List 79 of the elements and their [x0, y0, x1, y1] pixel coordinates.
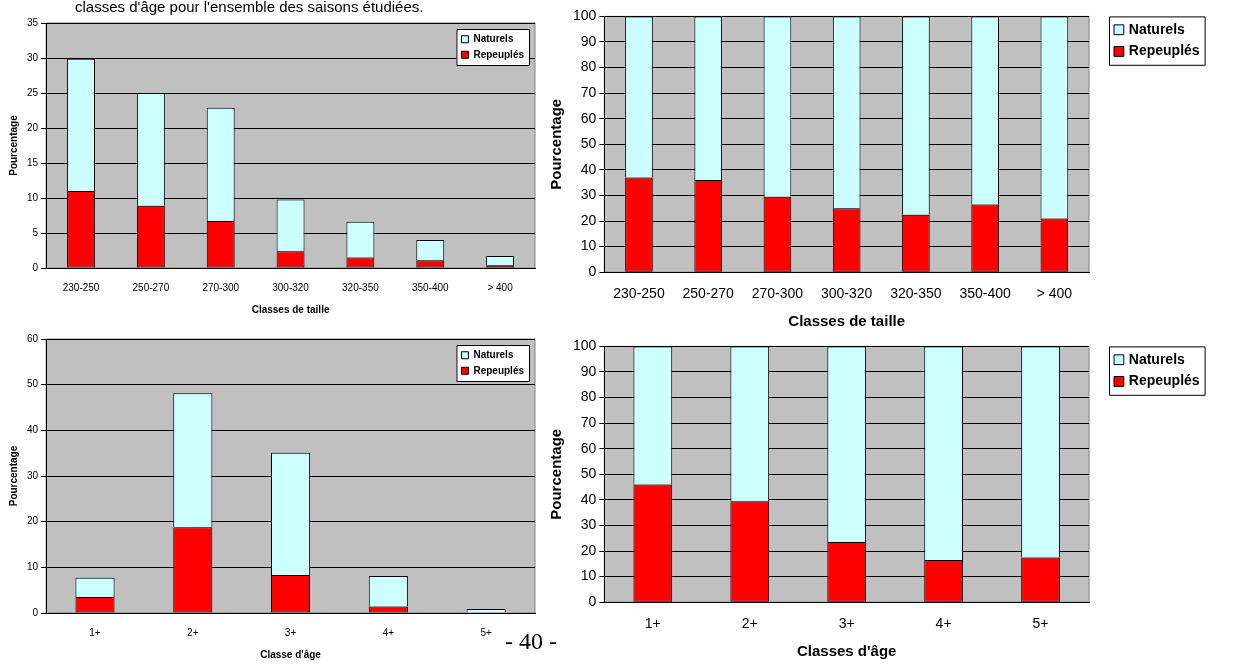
- y-tick-label: 100: [573, 337, 597, 354]
- x-tick-label: 300-320: [820, 285, 873, 302]
- y-tick-label: 50: [580, 465, 597, 482]
- y-tick-label: 0: [32, 606, 39, 618]
- y-tick-label: 20: [27, 515, 39, 527]
- y-tick-label: 5: [32, 226, 39, 238]
- y-tick-label: 30: [580, 186, 597, 203]
- y-axis-title: Pourcentage: [7, 114, 19, 176]
- y-tick-label: 0: [588, 593, 597, 610]
- x-tick-label: 3+: [838, 615, 855, 632]
- y-tick-label: 25: [27, 86, 39, 98]
- x-tick-label: 230-250: [613, 285, 665, 302]
- x-tick-label: 350-400: [959, 285, 1012, 302]
- y-tick-label: 10: [27, 191, 39, 203]
- legend-label: Naturels: [473, 349, 514, 360]
- text: - 40 -: [505, 628, 557, 655]
- y-tick-label: 20: [580, 541, 597, 558]
- y-tick-label: 90: [580, 32, 597, 49]
- x-tick-label: 320-350: [890, 285, 942, 302]
- legend-label: Repeuplés: [1128, 42, 1200, 59]
- x-tick-label: 4+: [382, 626, 395, 638]
- y-axis-title: Pourcentage: [7, 445, 19, 507]
- y-tick-label: 30: [27, 51, 39, 63]
- y-tick-label: 80: [580, 388, 597, 405]
- legend-label: Repeuplés: [473, 48, 525, 60]
- legend-label: Repeuplés: [1128, 372, 1200, 389]
- y-tick-label: 60: [27, 332, 39, 344]
- x-tick-label: 1+: [644, 615, 661, 632]
- x-tick-label: 300-320: [272, 281, 310, 293]
- y-axis-title: Pourcentage: [547, 428, 565, 520]
- x-axis-title: Classes de taille: [251, 303, 330, 315]
- y-tick-label: 90: [580, 362, 597, 379]
- x-tick-label: 230-250: [62, 281, 100, 293]
- y-tick-label: 60: [580, 109, 597, 126]
- x-tick-label: > 400: [487, 281, 514, 293]
- x-tick-label: 350-400: [411, 281, 450, 293]
- y-axis-title: Pourcentage: [547, 98, 565, 190]
- y-tick-label: 10: [580, 237, 597, 254]
- x-tick-label: > 400: [1036, 285, 1073, 302]
- y-tick-label: 60: [580, 439, 597, 456]
- x-tick-label: 270-300: [202, 281, 240, 293]
- y-tick-label: 40: [27, 424, 39, 436]
- x-tick-label: 1+: [89, 626, 101, 638]
- x-tick-label: 250-270: [682, 285, 735, 302]
- x-tick-label: 2+: [741, 615, 758, 632]
- y-tick-label: 20: [580, 211, 597, 228]
- x-tick-label: 270-300: [751, 285, 804, 302]
- y-tick-label: 40: [580, 490, 597, 507]
- y-tick-label: 20: [27, 121, 39, 133]
- y-tick-label: 50: [580, 135, 597, 152]
- legend-label: Naturels: [473, 33, 514, 44]
- y-tick-label: 30: [27, 469, 39, 481]
- y-tick-label: 70: [580, 84, 597, 100]
- x-axis-title: Classes de taille: [788, 312, 906, 330]
- y-tick-label: 10: [27, 561, 39, 573]
- legend-label: Naturels: [1128, 350, 1186, 367]
- y-tick-label: 100: [573, 7, 597, 24]
- y-tick-label: 0: [32, 261, 39, 273]
- y-tick-label: 40: [580, 160, 597, 177]
- y-tick-label: 80: [580, 58, 597, 75]
- y-tick-label: 35: [27, 16, 39, 28]
- y-tick-label: 10: [580, 567, 597, 584]
- y-tick-label: 15: [27, 156, 39, 168]
- x-tick-label: 2+: [187, 626, 199, 638]
- x-tick-label: 250-270: [132, 281, 170, 293]
- x-tick-label: 3+: [284, 626, 297, 638]
- y-tick-label: 30: [580, 516, 597, 533]
- text: classes d'âge pour l'ensemble des saisons étudiées.: [75, 0, 424, 15]
- x-axis-title: Classe d'âge: [260, 648, 322, 660]
- x-axis-title: Classes d'âge: [796, 642, 897, 660]
- y-tick-label: 0: [588, 263, 597, 280]
- legend-label: Repeuplés: [473, 364, 525, 376]
- x-tick-label: 320-350: [342, 281, 380, 293]
- y-tick-label: 70: [580, 414, 597, 430]
- x-tick-label: 5+: [480, 626, 492, 638]
- legend-label: Naturels: [1128, 20, 1186, 37]
- y-tick-label: 50: [27, 378, 39, 390]
- x-tick-label: 4+: [935, 615, 952, 632]
- x-tick-label: 5+: [1032, 615, 1049, 632]
